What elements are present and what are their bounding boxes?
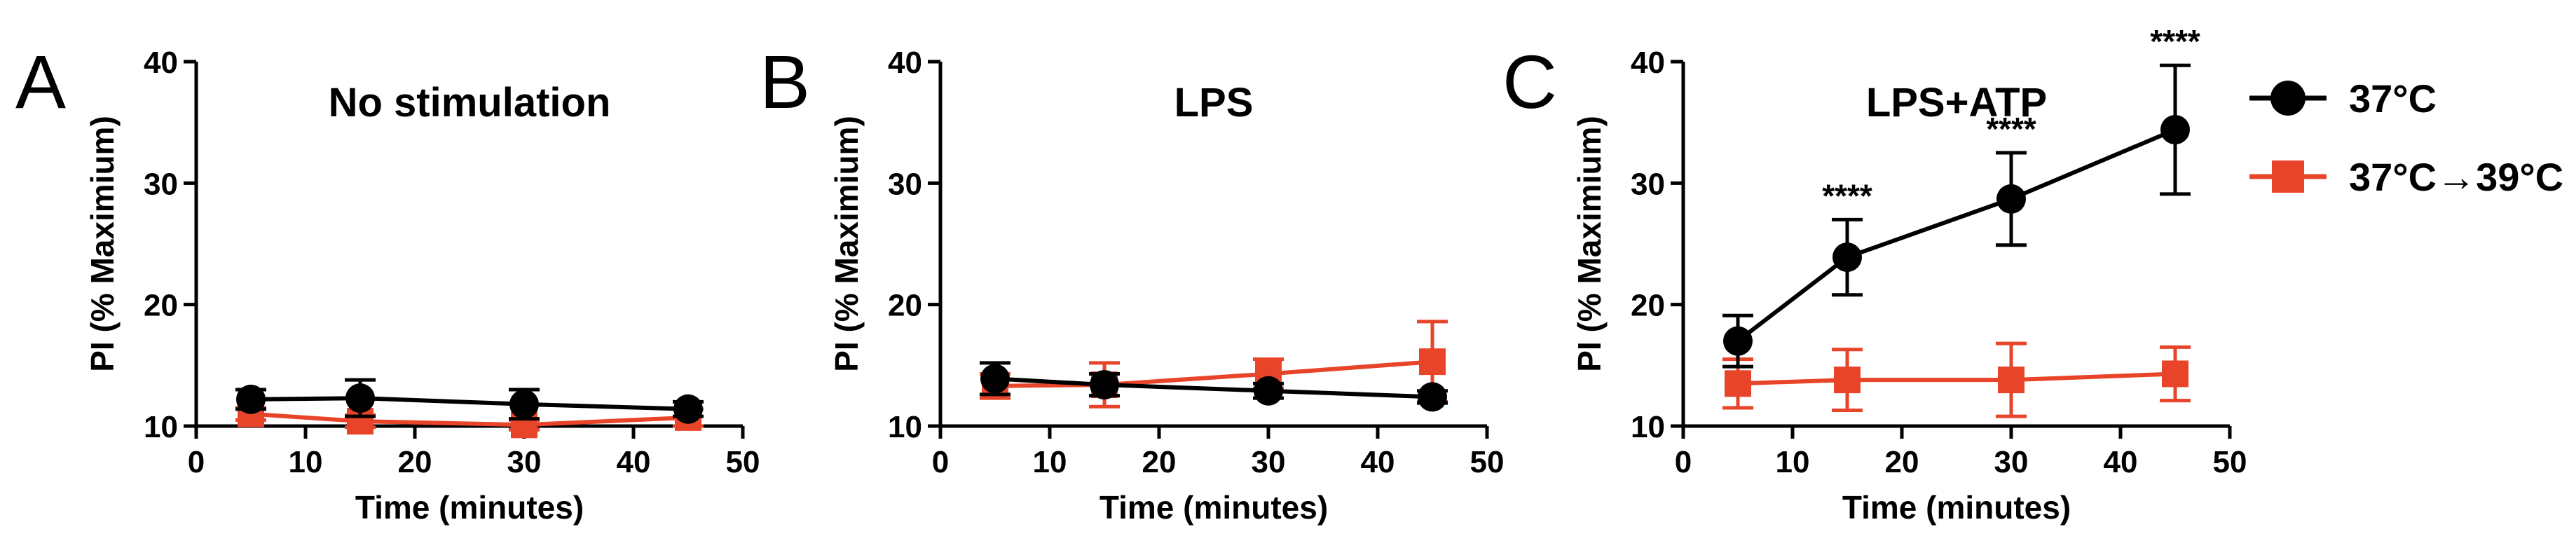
x-tick-label: 50 bbox=[2213, 445, 2247, 479]
series-37c: **** **** **** bbox=[1722, 23, 2200, 369]
series-line bbox=[1736, 128, 2177, 343]
x-tick-label: 40 bbox=[617, 445, 651, 479]
y-tick-label: 10 bbox=[144, 410, 178, 444]
data-point bbox=[1090, 370, 1119, 400]
data-point bbox=[980, 364, 1010, 394]
y-tick-label: 20 bbox=[888, 289, 922, 323]
data-point bbox=[1725, 370, 1751, 397]
legend-marker bbox=[2270, 81, 2306, 116]
legend-label: 37°C→39°C bbox=[2349, 155, 2563, 199]
y-tick-label: 40 bbox=[144, 46, 178, 80]
legend-entry: 37°C→39°C bbox=[2249, 155, 2563, 199]
series-37c bbox=[980, 361, 1448, 412]
series-line bbox=[994, 359, 1433, 388]
series-37c-to-39c bbox=[1722, 341, 2191, 418]
data-point bbox=[1996, 184, 2026, 214]
legend-label: 37°C bbox=[2349, 76, 2437, 121]
x-tick-label: 50 bbox=[1470, 445, 1505, 479]
x-tick-label: 40 bbox=[1361, 445, 1395, 479]
legend-marker bbox=[2272, 160, 2304, 193]
panel-c: C LPS+ATP 10 20 30 40 0 10 20 30 40 50 Time (minutes… bbox=[1502, 23, 2247, 526]
panel-title: LPS+ATP bbox=[1866, 80, 2047, 125]
x-tick-label: 10 bbox=[1033, 445, 1067, 479]
data-point bbox=[1832, 242, 1862, 273]
significance-label: **** bbox=[1822, 177, 1872, 214]
data-point bbox=[1254, 376, 1283, 406]
data-point bbox=[1723, 326, 1753, 356]
data-point bbox=[345, 383, 375, 413]
y-tick-label: 10 bbox=[888, 410, 922, 444]
data-point bbox=[673, 394, 703, 424]
x-tick-label: 20 bbox=[398, 445, 432, 479]
x-tick-label: 30 bbox=[1252, 445, 1286, 479]
data-point bbox=[1998, 367, 2025, 394]
legend-entry: 37°C bbox=[2249, 76, 2437, 121]
y-axis-label: PI (% Maximium) bbox=[84, 116, 121, 372]
x-tick-label: 20 bbox=[1142, 445, 1177, 479]
x-tick-label: 30 bbox=[1994, 445, 2029, 479]
y-tick-label: 20 bbox=[144, 289, 178, 323]
panel-letter: C bbox=[1502, 39, 1557, 124]
panel-title: LPS bbox=[1174, 80, 1254, 125]
x-axis-label: Time (minutes) bbox=[355, 489, 584, 526]
x-tick-label: 10 bbox=[1776, 445, 1810, 479]
x-tick-label: 0 bbox=[1675, 445, 1692, 479]
x-tick-label: 30 bbox=[507, 445, 542, 479]
x-tick-label: 0 bbox=[932, 445, 949, 479]
series-line bbox=[250, 396, 689, 411]
panel-letter: B bbox=[760, 39, 810, 124]
y-tick-label: 30 bbox=[144, 167, 178, 201]
x-tick-label: 40 bbox=[2104, 445, 2138, 479]
panel-letter: A bbox=[15, 39, 66, 124]
y-tick-label: 40 bbox=[1631, 46, 1665, 80]
y-tick-label: 30 bbox=[888, 167, 922, 201]
data-point bbox=[1419, 348, 1446, 376]
series-37c bbox=[235, 378, 704, 424]
significance-label: **** bbox=[2150, 23, 2200, 60]
panel-title: No stimulation bbox=[329, 80, 611, 125]
data-point bbox=[1418, 382, 1447, 412]
x-tick-label: 20 bbox=[1885, 445, 1919, 479]
panels: A No stimulation 10 20 30 40 0 10 20 30 40 50 Time (… bbox=[15, 23, 2247, 526]
data-point bbox=[1834, 367, 1861, 394]
x-tick-label: 10 bbox=[289, 445, 323, 479]
y-tick-label: 20 bbox=[1631, 289, 1665, 323]
x-axis-label: Time (minutes) bbox=[1099, 489, 1328, 526]
x-axis-label: Time (minutes) bbox=[1842, 489, 2071, 526]
x-tick-label: 50 bbox=[726, 445, 760, 479]
y-axis-label: PI (% Maximium) bbox=[1571, 116, 1608, 372]
y-axis-label: PI (% Maximium) bbox=[828, 116, 865, 372]
y-tick-label: 40 bbox=[888, 46, 922, 80]
x-tick-label: 0 bbox=[188, 445, 205, 479]
y-tick-label: 30 bbox=[1631, 167, 1665, 201]
data-point bbox=[2162, 360, 2188, 388]
data-point bbox=[236, 384, 266, 414]
panel-b: B LPS 10 20 30 40 0 10 20 30 40 50 Time (minutes) PI … bbox=[760, 39, 1504, 526]
significance-label: **** bbox=[1986, 111, 2036, 147]
data-point bbox=[2160, 115, 2190, 145]
data-point bbox=[509, 389, 539, 419]
series-line bbox=[994, 376, 1433, 399]
y-tick-label: 10 bbox=[1631, 410, 1665, 444]
series-line bbox=[250, 411, 689, 427]
series-line bbox=[1737, 371, 2176, 386]
panel-a: A No stimulation 10 20 30 40 0 10 20 30 40 50 Time (… bbox=[15, 39, 760, 526]
legend: 37°C 37°C→39°C bbox=[2249, 76, 2563, 199]
